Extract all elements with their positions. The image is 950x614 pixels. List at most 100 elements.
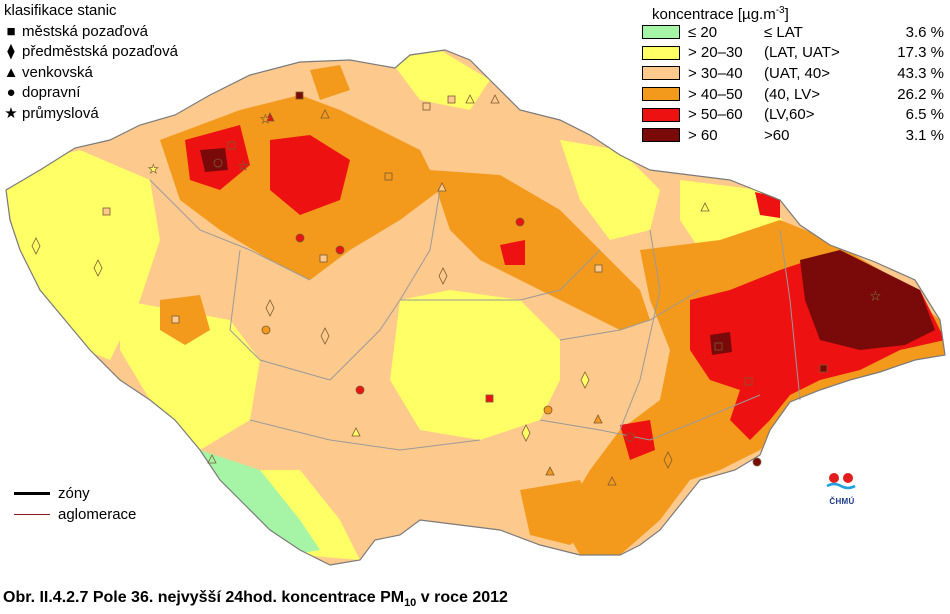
station-marker <box>437 182 447 192</box>
class-range: ≤ 20 <box>688 23 718 41</box>
station-marker <box>351 427 361 437</box>
class-range: > 30–40 <box>688 64 743 82</box>
class-swatch <box>642 45 680 60</box>
circle-icon: ● <box>6 84 16 102</box>
class-interval: (LV,60> <box>764 106 815 124</box>
station-marker <box>438 267 448 285</box>
station-marker <box>714 342 723 351</box>
class-percent: 17.3 % <box>897 44 944 62</box>
station-marker <box>93 259 103 277</box>
station-marker <box>265 112 275 122</box>
station-marker <box>320 327 330 345</box>
station-marker <box>515 217 525 227</box>
concentration-class-row: > 50–60 (LV,60> 6.5 % <box>638 104 944 125</box>
class-percent: 3.1 % <box>905 126 944 144</box>
station-marker <box>335 245 345 255</box>
star-icon: ★ <box>4 104 18 122</box>
station-marker <box>261 325 271 335</box>
station-marker <box>295 91 304 100</box>
concentration-class-row: ≤ 20 ≤ LAT 3.6 % <box>638 22 944 43</box>
diamond-icon: ⧫ <box>7 43 15 61</box>
station-marker <box>744 377 753 386</box>
concentration-legend: koncentrace [µg.m-3] ≤ 20 ≤ LAT 3.6 % > 20–… <box>638 0 944 146</box>
station-marker: ★ <box>148 162 159 176</box>
legend-item-agglomeration: aglomerace <box>14 504 136 525</box>
station-marker <box>625 432 635 442</box>
station-marker: ★ <box>238 159 249 173</box>
station-marker <box>593 414 603 424</box>
station-marker <box>485 394 494 403</box>
legend-label: městská pozaďová <box>22 22 148 40</box>
station-marker <box>594 264 603 273</box>
station-legend: klasifikace stanic ■ městská pozaďová ⧫ … <box>0 0 178 124</box>
legend-label: průmyslová <box>22 104 99 122</box>
legend-item-zones: zóny <box>14 483 136 504</box>
station-marker: ★ <box>870 289 881 303</box>
agglomeration-label: aglomerace <box>58 506 137 523</box>
triangle-icon: ▲ <box>3 63 19 81</box>
square-icon: ■ <box>6 22 16 40</box>
class-percent: 26.2 % <box>897 85 944 103</box>
class-interval: (LAT, UAT> <box>764 44 840 62</box>
class-swatch <box>642 25 680 40</box>
legend-item-rural: ▲ venkovská <box>0 62 178 83</box>
station-marker <box>31 237 41 255</box>
legend-item-industrial: ★ průmyslová <box>0 103 178 124</box>
station-marker <box>319 254 328 263</box>
concentration-class-row: > 40–50 (40, LV> 26.2 % <box>638 84 944 105</box>
legend-item-urban: ■ městská pozaďová <box>0 21 178 42</box>
zones-line-icon <box>14 492 50 495</box>
figure-caption: Obr. II.4.2.7 Pole 36. nejvyšší 24hod. k… <box>3 589 508 610</box>
station-marker <box>465 94 475 104</box>
station-marker <box>422 102 431 111</box>
station-marker <box>490 94 500 104</box>
station-marker <box>295 233 305 243</box>
class-range: > 50–60 <box>688 106 743 124</box>
legend-item-suburban: ⧫ předměstská pozaďová <box>0 42 178 63</box>
legend-label: předměstská pozaďová <box>22 43 178 61</box>
legend-label: dopravní <box>22 84 81 102</box>
class-percent: 6.5 % <box>905 106 944 124</box>
class-interval: >60 <box>764 126 790 144</box>
legend-label: venkovská <box>22 63 93 81</box>
station-marker <box>265 299 275 317</box>
country-border <box>5 49 946 566</box>
class-percent: 3.6 % <box>905 23 944 41</box>
concentration-class-row: > 20–30 (LAT, UAT> 17.3 % <box>638 43 944 64</box>
station-legend-title: klasifikace stanic <box>4 2 117 19</box>
chmu-logo-icon <box>826 473 856 490</box>
station-marker <box>663 451 673 469</box>
agglomeration-line-icon <box>14 514 50 515</box>
station-marker <box>543 405 553 415</box>
class-swatch <box>642 107 680 122</box>
station-markers: ★ ★ ★ ★ <box>31 91 881 486</box>
station-marker <box>102 207 111 216</box>
station-marker <box>580 371 590 389</box>
logo-text: ČHMÚ <box>829 497 855 506</box>
station-marker <box>607 476 617 486</box>
station-marker <box>700 202 710 212</box>
station-marker <box>355 385 365 395</box>
class-percent: 43.3 % <box>897 64 944 82</box>
station-marker <box>752 457 762 467</box>
class-swatch <box>642 87 680 102</box>
zones-label: zóny <box>58 485 90 502</box>
class-range: > 20–30 <box>688 44 743 62</box>
station-marker: ★ <box>260 112 271 126</box>
station-marker <box>545 466 555 476</box>
class-swatch <box>642 66 680 81</box>
station-marker <box>171 315 180 324</box>
concentration-map: ★ ★ ★ ★ <box>5 49 946 566</box>
concentration-class-row: > 60 >60 3.1 % <box>638 125 944 146</box>
station-marker <box>213 158 223 168</box>
class-range: > 40–50 <box>688 85 743 103</box>
station-marker <box>207 454 217 464</box>
class-interval: (40, LV> <box>764 85 821 103</box>
concentration-class-row: > 30–40 (UAT, 40> 43.3 % <box>638 63 944 84</box>
class-swatch <box>642 128 680 143</box>
zone-legend: zóny aglomerace <box>14 483 136 525</box>
station-marker <box>227 141 236 150</box>
class-interval: ≤ LAT <box>764 23 803 41</box>
station-marker <box>384 172 393 181</box>
station-marker <box>819 364 828 373</box>
